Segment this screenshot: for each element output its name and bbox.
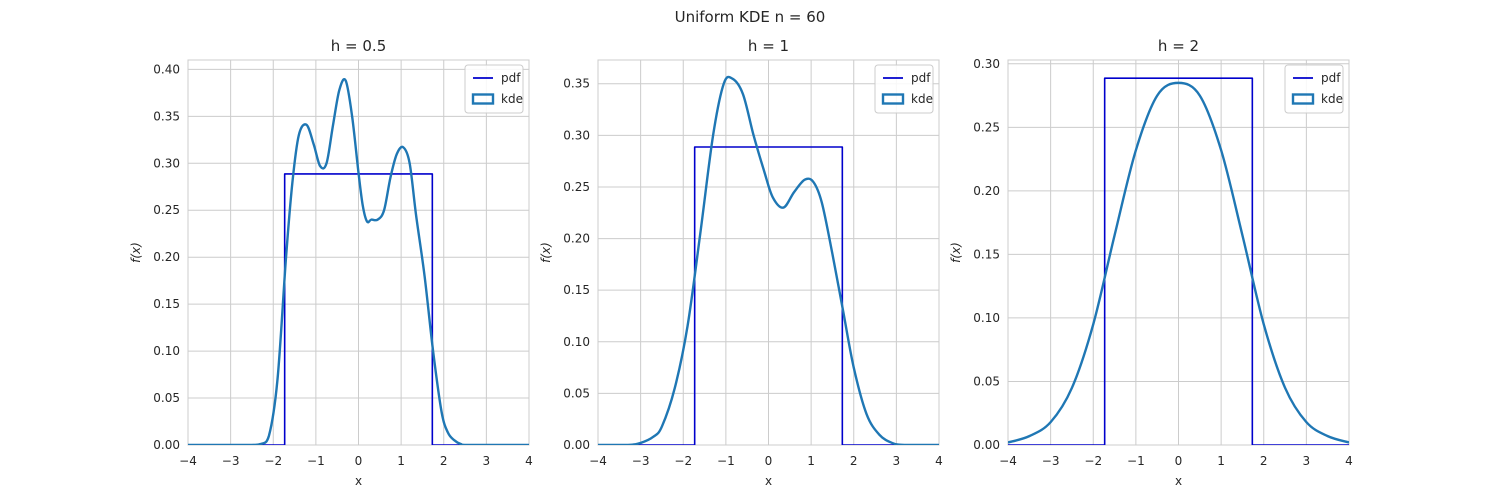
y-tick-label: 0.25	[563, 180, 590, 194]
y-tick-label: 0.30	[973, 57, 1000, 71]
x-axis-label: x	[1175, 474, 1182, 488]
y-tick-label: 0.10	[563, 335, 590, 349]
x-tick-label: 0	[1175, 454, 1183, 468]
legend-frame	[1284, 64, 1344, 114]
legend-label-kde: kde	[501, 92, 523, 106]
y-tick-label: 0.15	[153, 297, 180, 311]
subplot-2: −4 −3 −2 −1 0 1 2 3 4 0.00 0.05 0.10 0.15 0.20 0.25 0.3…	[539, 37, 943, 488]
subplot-title: h = 1	[748, 37, 789, 55]
y-tick-label: 0.15	[563, 283, 590, 297]
y-tick-label: 0.20	[973, 184, 1000, 198]
y-tick-label: 0.20	[563, 232, 590, 246]
y-tick-label: 0.30	[563, 128, 590, 142]
x-tick-label: −3	[1042, 454, 1060, 468]
y-tick-label: 0.35	[153, 109, 180, 123]
figure-suptitle: Uniform KDE n = 60	[675, 8, 826, 26]
subplot-title: h = 2	[1158, 37, 1199, 55]
subplot-1: −4 −3 −2 −1 0 1 2 3 4 0.00 0.05 0.10 0.15 0.20 0.25 0.3…	[129, 37, 533, 488]
legend-swatch-kde	[471, 93, 495, 105]
y-tick-label: 0.15	[973, 247, 1000, 261]
x-tick-label: 0	[765, 454, 773, 468]
series-line-kde	[598, 75, 939, 445]
x-tick-label: −4	[589, 454, 607, 468]
axes-frame	[187, 59, 530, 446]
x-axis-label: x	[355, 474, 362, 488]
y-tick-label: 0.35	[563, 77, 590, 91]
subplots: −4 −3 −2 −1 0 1 2 3 4 0.00 0.05 0.10 0.15 0.20 0.25 0.3…	[129, 37, 1353, 488]
y-axis-label: f(x)	[129, 242, 143, 263]
y-tick-label: 0.00	[153, 438, 180, 452]
legend-frame	[464, 64, 524, 114]
x-tick-label: −1	[307, 454, 325, 468]
y-axis-label: f(x)	[949, 242, 963, 263]
x-tick-label: 1	[1217, 454, 1225, 468]
series-line-kde	[188, 78, 529, 445]
x-axis-label: x	[765, 474, 772, 488]
x-tick-label: 2	[440, 454, 448, 468]
y-tick-label: 0.25	[973, 120, 1000, 134]
y-tick-label: 0.40	[153, 62, 180, 76]
legend-swatch-kde	[1291, 93, 1315, 105]
legend: pdf kde	[874, 64, 934, 114]
legend-label-pdf: pdf	[1321, 71, 1341, 85]
y-tick-label: 0.25	[153, 203, 180, 217]
y-tick-label: 0.05	[973, 374, 1000, 388]
x-tick-label: −2	[264, 454, 282, 468]
series-line-pdf	[1008, 77, 1349, 445]
legend-swatch-kde	[881, 93, 905, 105]
y-tick-label: 0.20	[153, 250, 180, 264]
subplot-3: −4 −3 −2 −1 0 1 2 3 4 0.00 0.05 0.10 0.15 0.20 0.25 0.3…	[949, 37, 1353, 488]
legend-label-pdf: pdf	[911, 71, 931, 85]
legend: pdf kde	[464, 64, 524, 114]
y-tick-label: 0.05	[153, 391, 180, 405]
x-tick-label: 2	[850, 454, 858, 468]
x-tick-label: −1	[717, 454, 735, 468]
subplot-title: h = 0.5	[331, 37, 386, 55]
y-tick-label: 0.10	[973, 311, 1000, 325]
legend-label-kde: kde	[911, 92, 933, 106]
series-line-kde	[1008, 81, 1349, 444]
x-tick-label: 3	[1303, 454, 1311, 468]
y-tick-label: 0.00	[563, 438, 590, 452]
y-tick-label: 0.00	[973, 438, 1000, 452]
x-tick-label: 0	[355, 454, 363, 468]
x-tick-label: 3	[483, 454, 491, 468]
axes-frame	[597, 59, 940, 446]
x-tick-label: 1	[807, 454, 815, 468]
legend-label-pdf: pdf	[501, 71, 521, 85]
legend-label-kde: kde	[1321, 92, 1343, 106]
axes-frame	[1007, 59, 1350, 446]
x-tick-label: 1	[397, 454, 405, 468]
y-tick-label: 0.05	[563, 386, 590, 400]
x-tick-label: 4	[935, 454, 943, 468]
x-tick-label: −4	[179, 454, 197, 468]
y-tick-label: 0.30	[153, 156, 180, 170]
legend-frame	[874, 64, 934, 114]
x-tick-label: −3	[632, 454, 650, 468]
y-tick-label: 0.10	[153, 344, 180, 358]
x-tick-label: 4	[1345, 454, 1353, 468]
x-tick-label: −1	[1127, 454, 1145, 468]
x-tick-label: 4	[525, 454, 533, 468]
y-axis-label: f(x)	[539, 242, 553, 263]
x-tick-label: −2	[1084, 454, 1102, 468]
series-line-pdf	[598, 146, 939, 445]
x-tick-label: −3	[222, 454, 240, 468]
x-tick-label: 2	[1260, 454, 1268, 468]
x-tick-label: −2	[674, 454, 692, 468]
x-tick-label: −4	[999, 454, 1017, 468]
legend: pdf kde	[1284, 64, 1344, 114]
x-tick-label: 3	[893, 454, 901, 468]
